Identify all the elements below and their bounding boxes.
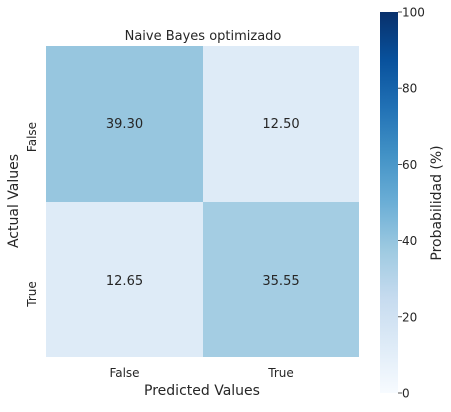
heatmap-cell-1-1: [203, 202, 359, 357]
x-axis-label: Predicted Values: [144, 383, 260, 399]
heatmap-cell-0-1: [203, 46, 359, 202]
y-axis-label: Actual Values: [6, 154, 22, 248]
colorbar-tick-label: 20: [402, 310, 417, 324]
colorbar-tick-label: 100: [402, 6, 425, 20]
colorbar-tick-label: 0: [402, 387, 410, 401]
colorbar-tick-label: 80: [402, 82, 417, 96]
colorbar-label: Probabilidad (%): [429, 145, 445, 260]
heatmap-cell-1-0: [46, 202, 203, 357]
colorbar-tick-label: 60: [402, 158, 417, 172]
cell-value-label: 12.65: [106, 274, 143, 289]
y-tick-label: False: [25, 122, 39, 152]
heatmap-cell-0-0: [46, 46, 203, 202]
cell-value-label: 12.50: [262, 117, 299, 132]
colorbar-ticks: 0 20 40 60 80 100: [398, 6, 425, 401]
x-tick-label: True: [267, 366, 294, 380]
colorbar-tick-label: 40: [402, 234, 417, 248]
cell-value-label: 39.30: [106, 117, 143, 132]
colorbar: [380, 12, 398, 393]
cell-value-label: 35.55: [262, 274, 299, 289]
chart-title: Naive Bayes optimizado: [125, 29, 282, 44]
y-tick-label: True: [25, 281, 39, 308]
x-tick-label: False: [109, 366, 139, 380]
